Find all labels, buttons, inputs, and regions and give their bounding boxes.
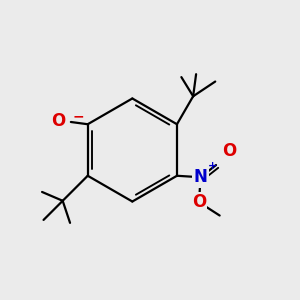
- Text: O: O: [51, 112, 65, 130]
- Text: −: −: [72, 109, 84, 123]
- Text: +: +: [208, 161, 217, 171]
- Text: O: O: [192, 193, 206, 211]
- Text: N: N: [194, 168, 208, 186]
- Text: O: O: [223, 142, 237, 160]
